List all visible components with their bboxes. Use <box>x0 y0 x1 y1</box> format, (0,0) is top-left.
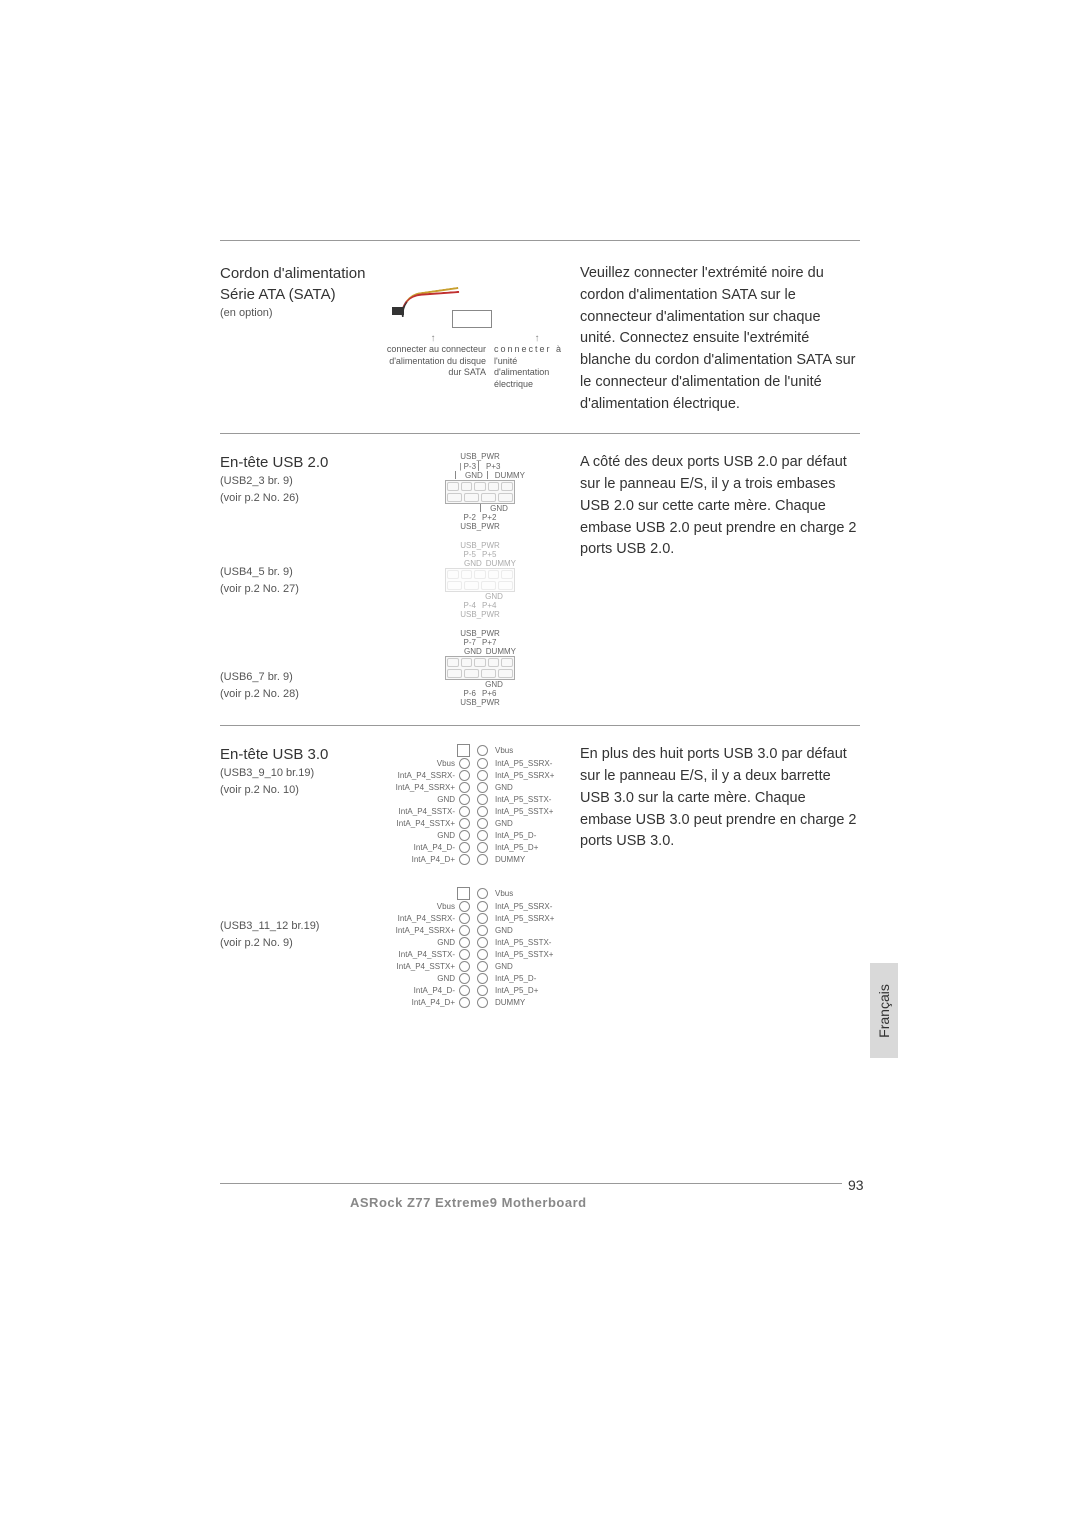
rule-2 <box>220 725 860 726</box>
usb2-diagram-2: USB_PWR P-5 P+5 GND DUMMY GND <box>444 541 516 619</box>
usb2-connector-1 <box>445 480 515 504</box>
sata-cable-image <box>380 263 500 333</box>
language-tab: Français <box>870 963 898 1058</box>
usb3-diagram-1: Vbus VbusIntA_P5_SSRX- IntA_P4_SSRX-IntA… <box>387 744 573 865</box>
usb2-connector-3 <box>445 656 515 680</box>
sata-sub: (en option) <box>220 305 380 322</box>
sata-title2: Série ATA (SATA) <box>220 284 380 305</box>
usb3-desc: En plus des huit ports USB 3.0 par défau… <box>580 744 860 853</box>
sata-desc-col: Veuillez connecter l'extrémité noire du … <box>580 263 860 415</box>
usb2-connector-2 <box>445 568 515 592</box>
rule-top <box>220 240 860 241</box>
sata-note3: dur SATA <box>380 367 486 379</box>
sata-r3: d'alimentation <box>494 367 580 379</box>
sata-left: Cordon d'alimentation Série ATA (SATA) (… <box>220 263 380 415</box>
sata-note2: d'alimentation du disque <box>380 356 486 368</box>
section-usb2: En-tête USB 2.0 (USB2_3 br. 9) (voir p.2… <box>220 452 860 707</box>
sata-diagram-col: ↑ connecter au connecteur d'alimentation… <box>380 263 580 415</box>
usb3-desc-col: En plus des huit ports USB 3.0 par défau… <box>580 744 860 1008</box>
usb3-a-sub2: (voir p.2 No. 10) <box>220 782 380 799</box>
usb2-c-sub2: (voir p.2 No. 28) <box>220 686 380 703</box>
sata-r4: électrique <box>494 379 580 391</box>
usb3-left: En-tête USB 3.0 (USB3_9_10 br.19) (voir … <box>220 744 380 1008</box>
sata-title1: Cordon d'alimentation <box>220 263 380 284</box>
usb2-left: En-tête USB 2.0 (USB2_3 br. 9) (voir p.2… <box>220 452 380 707</box>
usb2-desc: A côté des deux ports USB 2.0 par défaut… <box>580 452 860 561</box>
page-content: Cordon d'alimentation Série ATA (SATA) (… <box>220 240 860 1008</box>
language-label: Français <box>876 984 892 1038</box>
section-usb3: En-tête USB 3.0 (USB3_9_10 br.19) (voir … <box>220 744 860 1008</box>
usb2-b-sub1: (USB4_5 br. 9) <box>220 564 380 581</box>
sata-note1: connecter au connecteur <box>380 344 486 356</box>
usb2-title: En-tête USB 2.0 <box>220 452 380 473</box>
usb2-diagram-1: USB_PWR | P-3 P+3 GND DUMMY <box>435 452 525 531</box>
sata-r1: connecter à <box>494 344 580 356</box>
usb3-diagram-2: Vbus VbusIntA_P5_SSRX- IntA_P4_SSRX-IntA… <box>387 887 573 1008</box>
usb3-b-sub1: (USB3_11_12 br.19) <box>220 918 380 935</box>
footer-product: ASRock Z77 Extreme9 Motherboard <box>350 1195 587 1210</box>
usb3-diagrams: Vbus VbusIntA_P5_SSRX- IntA_P4_SSRX-IntA… <box>380 744 580 1008</box>
sata-r2: l'unité <box>494 356 580 368</box>
arrow-icon: ↑ <box>494 333 580 344</box>
arrow-icon: ↑ <box>380 333 486 344</box>
usb2-c-sub1: (USB6_7 br. 9) <box>220 669 380 686</box>
usb3-a-sub1: (USB3_9_10 br.19) <box>220 765 380 782</box>
usb2-diagrams: USB_PWR | P-3 P+3 GND DUMMY <box>380 452 580 707</box>
usb3-title: En-tête USB 3.0 <box>220 744 380 765</box>
sata-desc: Veuillez connecter l'extrémité noire du … <box>580 263 860 415</box>
usb3-b-sub2: (voir p.2 No. 9) <box>220 935 380 952</box>
rule-1 <box>220 433 860 434</box>
usb2-desc-col: A côté des deux ports USB 2.0 par défaut… <box>580 452 860 707</box>
usb2-a-sub1: (USB2_3 br. 9) <box>220 473 380 490</box>
page-number: 93 <box>842 1177 870 1193</box>
usb2-diagram-3: USB_PWR P-7 P+7 GND DUMMY GND <box>444 629 516 707</box>
usb2-b-sub2: (voir p.2 No. 27) <box>220 581 380 598</box>
footer-rule <box>220 1183 860 1184</box>
section-sata: Cordon d'alimentation Série ATA (SATA) (… <box>220 263 860 415</box>
usb2-a-sub2: (voir p.2 No. 26) <box>220 490 380 507</box>
